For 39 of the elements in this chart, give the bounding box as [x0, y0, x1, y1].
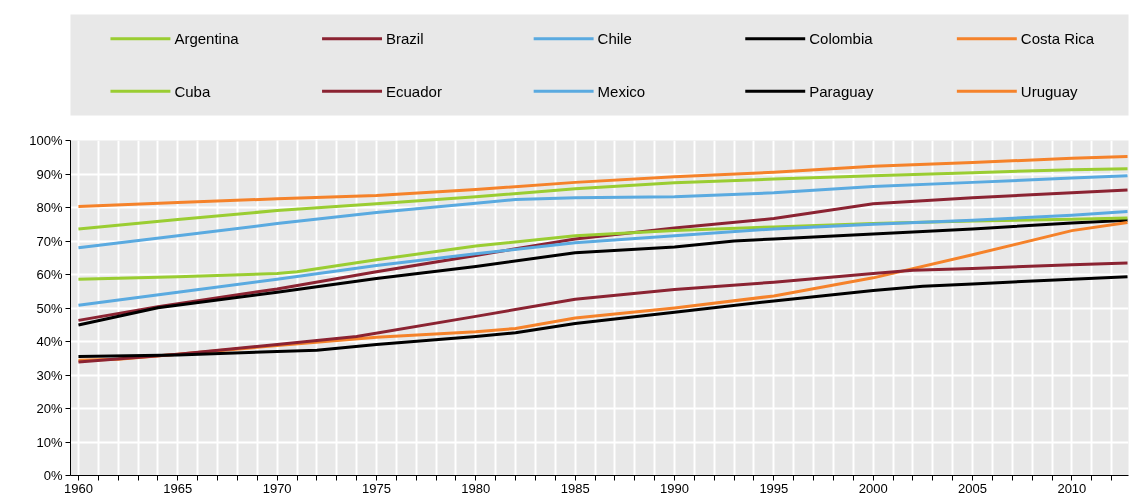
legend-label: Brazil	[386, 30, 424, 48]
y-tick-label: 80%	[36, 200, 63, 215]
y-tick-label: 50%	[36, 300, 63, 316]
y-tick-label: 0%	[43, 468, 63, 483]
line-series	[76, 275, 1129, 359]
line-series	[76, 218, 1129, 327]
legend-label: Chile	[597, 30, 632, 48]
x-tick-label: 1975	[362, 480, 391, 496]
legend-label: Costa Rica	[1020, 30, 1095, 48]
legend-label: Mexico	[597, 82, 646, 100]
x-tick-label: 1960	[63, 480, 93, 496]
x-tick-label: 1965	[163, 480, 193, 496]
y-tick-label: 20%	[36, 401, 63, 416]
y-tick-label: 30%	[36, 367, 63, 383]
y-tick-label: 60%	[36, 267, 63, 282]
y-tick-label: 10%	[36, 434, 63, 450]
line-series	[76, 167, 1129, 231]
x-tick-label: 1990	[660, 480, 689, 496]
line-series	[76, 210, 1129, 307]
x-tick-label: 1970	[262, 480, 292, 496]
x-tick-label: 2005	[958, 480, 987, 496]
legend-label: Ecuador	[386, 82, 442, 100]
x-tick-label: 2000	[858, 480, 888, 496]
line-series	[76, 174, 1129, 250]
y-tick-label: 100%	[29, 133, 63, 148]
line-series	[76, 261, 1129, 364]
line-series	[76, 155, 1129, 208]
legend-label: Argentina	[174, 30, 240, 48]
x-tick-label: 1980	[461, 480, 491, 496]
x-tick-label: 1995	[759, 480, 789, 496]
y-tick-label: 40%	[36, 334, 63, 349]
x-tick-label: 2010	[1057, 480, 1087, 496]
legend-label: Cuba	[174, 82, 211, 100]
y-tick-label: 70%	[36, 233, 63, 249]
legend-label: Paraguay	[809, 82, 874, 100]
legend-label: Uruguay	[1020, 82, 1078, 100]
x-tick-label: 1985	[560, 480, 590, 496]
legend-label: Colombia	[809, 30, 874, 48]
y-tick-label: 90%	[36, 166, 63, 182]
